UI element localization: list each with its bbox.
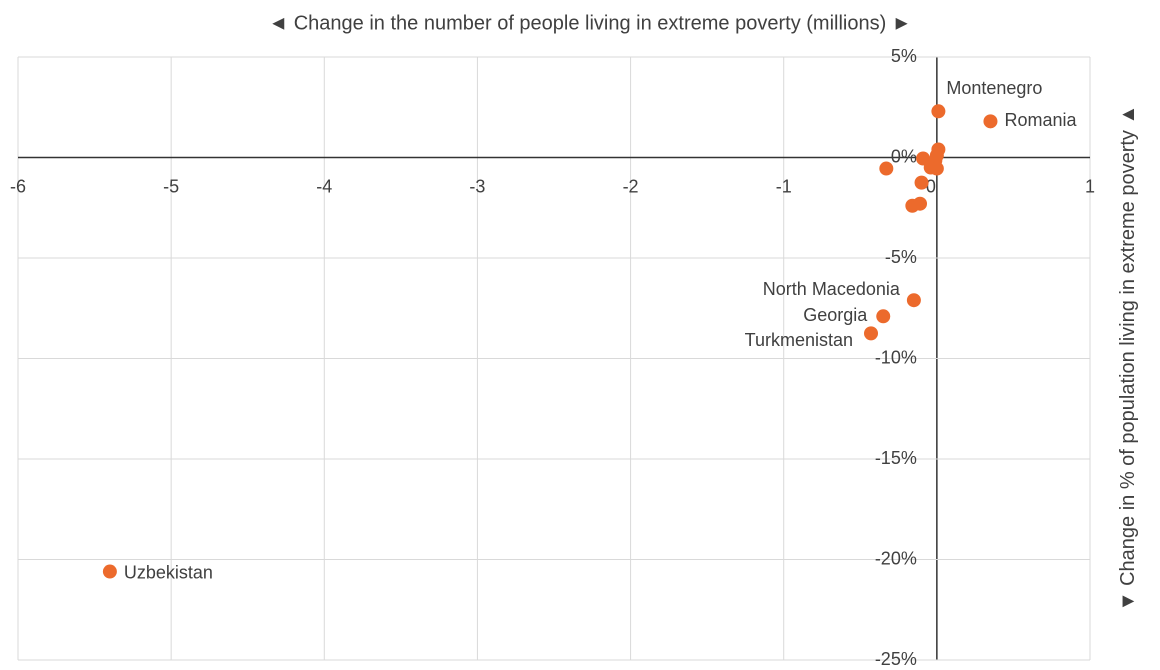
- x-axis-title: ◄ Change in the number of people living …: [268, 12, 911, 34]
- point: [983, 114, 998, 129]
- y-tick-label: -10%: [875, 347, 917, 367]
- x-tick-label: -3: [469, 176, 485, 196]
- x-tick-label: -1: [776, 176, 792, 196]
- point-label: Montenegro: [946, 78, 1042, 98]
- x-tick-label: -5: [163, 176, 179, 196]
- point: [906, 293, 921, 308]
- y-tick-label: 0%: [891, 146, 917, 166]
- x-tick-label: 0: [926, 176, 936, 196]
- point-label: Turkmenistan: [745, 330, 853, 350]
- y-axis-title: ▼ Change in % of population living in ex…: [1117, 104, 1139, 612]
- x-tick-label: -4: [316, 176, 332, 196]
- y-tick-label: -5%: [885, 247, 917, 267]
- point: [929, 161, 944, 176]
- point: [914, 175, 929, 190]
- point: [876, 309, 891, 324]
- point: [864, 326, 879, 341]
- y-tick-label: -15%: [875, 448, 917, 468]
- x-tick-label: -6: [10, 176, 26, 196]
- y-tick-label: -20%: [875, 548, 917, 568]
- point-label: Uzbekistan: [124, 562, 213, 582]
- y-tick-label: -25%: [875, 649, 917, 669]
- point-label: Romania: [1004, 110, 1077, 130]
- point: [913, 196, 928, 211]
- x-tick-label: 1: [1085, 176, 1095, 196]
- point: [931, 104, 946, 119]
- point: [102, 564, 117, 579]
- point: [879, 161, 894, 176]
- point-label: North Macedonia: [763, 279, 901, 299]
- y-tick-label: 5%: [891, 46, 917, 66]
- x-tick-label: -2: [623, 176, 639, 196]
- point-label: Georgia: [803, 305, 868, 325]
